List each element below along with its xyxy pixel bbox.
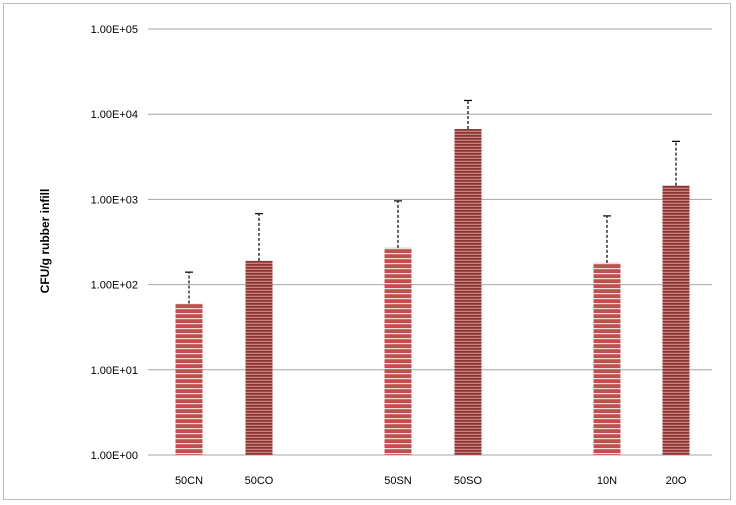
bar-10n (593, 262, 621, 455)
y-tick-labels: 1.00E+00 1.00E+01 1.00E+02 1.00E+03 1.00E+04… (91, 24, 138, 462)
x-tick-label: 10N (597, 475, 617, 487)
x-tick-label: 20O (666, 475, 687, 487)
y-tick-label: 1.00E+03 (91, 194, 138, 206)
bars (175, 129, 690, 456)
y-tick-label: 1.00E+05 (91, 24, 138, 36)
y-tick-label: 1.00E+02 (91, 280, 138, 292)
y-tick-label: 1.00E+00 (91, 450, 138, 462)
y-tick-label: 1.00E+01 (91, 365, 138, 377)
bar-20o (662, 185, 690, 456)
x-tick-label: 50SN (384, 475, 412, 487)
y-tick-label: 1.00E+04 (91, 109, 138, 121)
bar-50sn (384, 247, 412, 455)
gridlines (148, 28, 712, 456)
bar-50co (245, 260, 273, 455)
y-axis-label: CFU/g rubber infill (38, 189, 52, 294)
bar-50so (454, 129, 482, 455)
error-bars (185, 99, 680, 304)
bar-50cn (175, 303, 203, 455)
x-tick-labels: 50CN 50CO 50SN 50SO 10N 20O (175, 475, 687, 487)
x-tick-label: 50CO (245, 475, 274, 487)
x-tick-label: 50CN (175, 475, 203, 487)
x-tick-label: 50SO (454, 475, 483, 487)
